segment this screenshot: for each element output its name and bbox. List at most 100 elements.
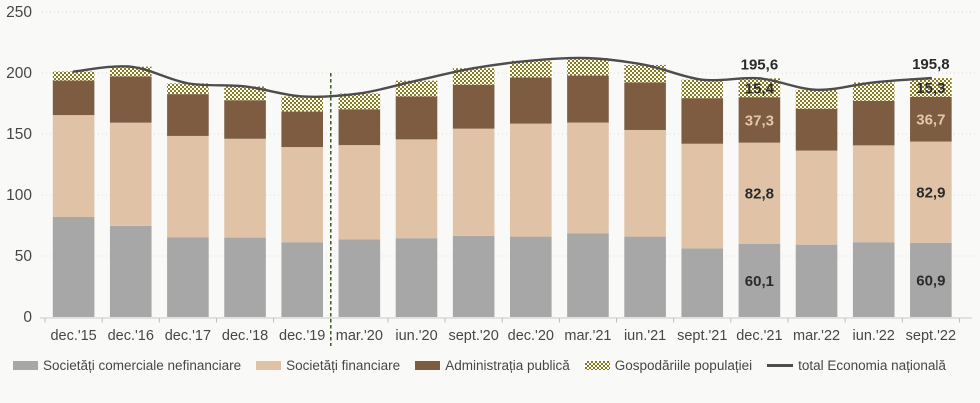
- bar-segment: [52, 71, 95, 81]
- bar-segment: [224, 100, 266, 139]
- bar-segment: [281, 111, 323, 148]
- bar-segment: [795, 244, 838, 317]
- bar-segment: [395, 139, 438, 239]
- x-axis-label: sept.'21: [677, 328, 727, 344]
- legend-label: Societăți comerciale nefinanciare: [43, 358, 242, 373]
- bar-segment: [52, 80, 95, 116]
- bar-segment: [395, 238, 438, 317]
- x-axis-label: dec.'16: [108, 328, 154, 344]
- y-axis-label: 100: [6, 187, 32, 204]
- bar-segment: [852, 242, 895, 317]
- bar-segment: [167, 83, 209, 95]
- legend-label: Gospodăriile populației: [614, 358, 753, 373]
- segment-value-label: 37,3: [745, 112, 774, 129]
- bar-segment: [624, 82, 666, 130]
- bar-segment: [910, 78, 952, 97]
- bar-segment: [738, 78, 781, 98]
- legend-swatch-tan-icon: [256, 361, 282, 370]
- legend-swatch-gray-icon: [13, 361, 38, 370]
- y-axis-label: 200: [6, 65, 32, 82]
- bar-segment: [281, 242, 323, 317]
- bar-segment: [338, 93, 381, 110]
- bar-segment: [624, 236, 666, 317]
- x-axis-label: dec.'19: [279, 328, 325, 344]
- bar-segment: [452, 68, 495, 85]
- legend-item-administratia-publica: Administrația publică: [415, 358, 570, 373]
- bar-segment: [795, 108, 838, 151]
- bar-segment: [452, 128, 495, 236]
- bar-segment: [510, 60, 552, 78]
- legend-item-societati-financiare: Societăți financiare: [256, 358, 400, 373]
- x-axis-label: sept.'22: [906, 328, 956, 344]
- bar-segment: [109, 225, 152, 317]
- bar-segment: [738, 142, 781, 244]
- bar-segment: [567, 122, 609, 234]
- total-line: [72, 56, 933, 99]
- bar-segment: [738, 243, 781, 317]
- bar-segment: [681, 143, 724, 249]
- x-axis-label: iun.'22: [853, 328, 895, 344]
- segment-value-label: 60,1: [745, 273, 774, 290]
- bar-segment: [510, 123, 552, 237]
- bar-segment: [52, 115, 95, 217]
- x-axis-label: dec.'18: [222, 328, 268, 344]
- bar-segment: [224, 237, 266, 317]
- x-axis-label: mar.'21: [564, 328, 611, 344]
- bar-segment: [338, 239, 381, 317]
- x-axis-label: sept.'20: [448, 328, 498, 344]
- bar-segment: [681, 98, 724, 144]
- x-axis-label: iun.'21: [624, 328, 666, 344]
- legend-label: total Economia națională: [798, 358, 946, 373]
- bar-segment: [452, 84, 495, 129]
- bar-segment: [852, 82, 895, 101]
- bar-segment: [567, 58, 609, 76]
- bar-segment: [510, 236, 552, 317]
- bar-segment: [281, 147, 323, 243]
- x-axis-label: dec.'20: [508, 328, 554, 344]
- legend-swatch-checker-icon: [584, 361, 610, 370]
- y-axis-label: 50: [15, 248, 33, 265]
- chart-legend: Societăți comerciale nefinanciare Societ…: [13, 358, 973, 373]
- segment-value-label: 15,3: [916, 80, 945, 97]
- legend-swatch-brown-icon: [415, 361, 441, 370]
- bar-segment: [452, 235, 495, 317]
- bar-segment: [795, 150, 838, 245]
- bar-segment: [738, 97, 781, 143]
- segment-value-label: 15,4: [745, 80, 775, 97]
- bar-segment: [681, 248, 724, 317]
- bar-segment: [624, 129, 666, 237]
- x-axis-label: iun.'20: [395, 328, 437, 344]
- y-axis-label: 150: [6, 126, 32, 143]
- legend-label: Administrația publică: [445, 358, 570, 373]
- bar-segment: [167, 135, 209, 238]
- bar-segment: [567, 233, 609, 317]
- bar-segment: [167, 237, 209, 317]
- x-axis-label: dec.'21: [736, 328, 782, 344]
- bar-segment: [224, 138, 266, 238]
- chart-canvas: 0 50 100 150 200 250 dec.'15 dec.'16 dec.'17 dec.…: [6, 4, 976, 346]
- bar-segment: [510, 77, 552, 124]
- bar-segment: [910, 96, 952, 142]
- bar-segment: [109, 76, 152, 123]
- total-value-label: 195,6: [741, 56, 779, 73]
- bar-segment: [852, 100, 895, 146]
- bar-segment: [395, 80, 438, 97]
- bar-segment: [167, 94, 209, 136]
- bar-segment: [281, 96, 323, 112]
- x-axis-label: dec.'15: [50, 328, 96, 344]
- segment-value-label: 82,8: [745, 186, 774, 203]
- bar-segment: [567, 75, 609, 123]
- x-axis-label: dec.'17: [165, 328, 211, 344]
- bar-segment: [109, 122, 152, 226]
- legend-item-gospodariile-populatiei: Gospodăriile populației: [584, 358, 753, 373]
- bar-segment: [109, 66, 152, 77]
- bar-segment: [395, 96, 438, 140]
- bar-segment: [624, 64, 666, 83]
- y-axis-label: 0: [23, 309, 32, 326]
- segment-value-label: 82,9: [916, 185, 945, 202]
- total-value-label: 195,8: [912, 56, 950, 73]
- bar-segment: [681, 79, 724, 99]
- x-axis-label: mar.'22: [793, 328, 840, 344]
- bar-segment: [224, 86, 266, 101]
